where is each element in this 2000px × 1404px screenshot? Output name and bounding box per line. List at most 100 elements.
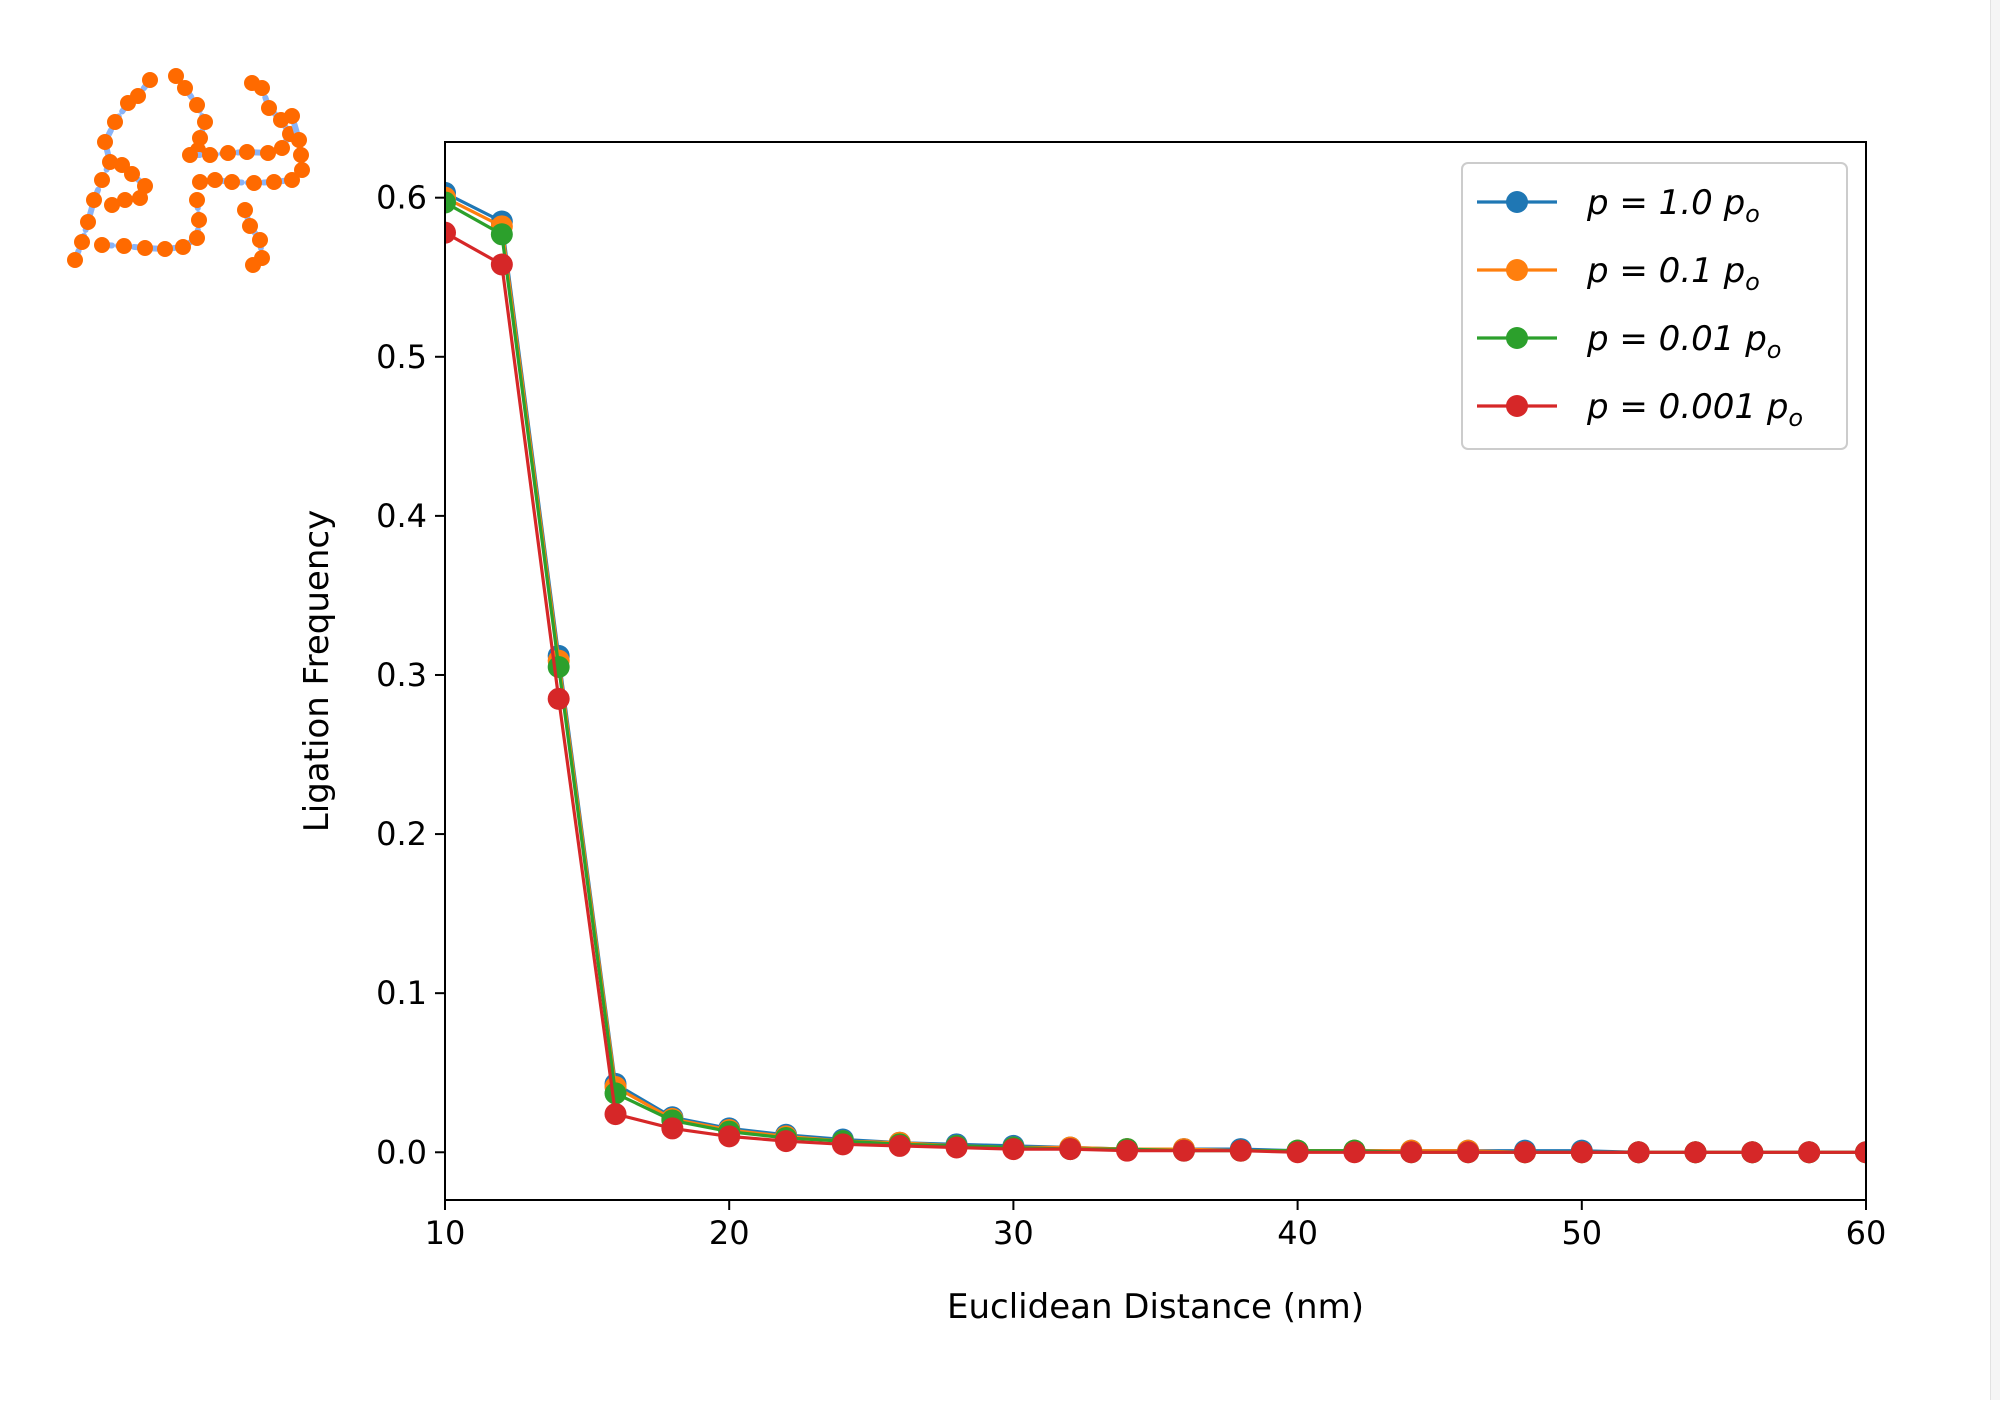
- axes-frame: [444, 141, 1867, 1201]
- data-point: [445, 221, 456, 244]
- logo-dot: [114, 157, 130, 173]
- logo-dot: [261, 100, 277, 116]
- logo-dot: [137, 178, 153, 194]
- logo-dot: [246, 175, 262, 191]
- logo-dot: [107, 114, 123, 130]
- logo-dot: [175, 239, 191, 255]
- y-tick-label: 0.2: [376, 815, 427, 853]
- legend-marker: [1506, 327, 1528, 349]
- data-point: [490, 253, 513, 276]
- logo-dot: [192, 174, 208, 190]
- dotted-polymer-logo: [67, 68, 310, 273]
- logo-dot: [237, 202, 253, 218]
- data-point: [661, 1117, 684, 1140]
- data-point: [604, 1103, 627, 1126]
- logo-dot: [67, 252, 83, 268]
- logo-dot: [177, 80, 193, 96]
- logo-dot: [157, 241, 173, 257]
- x-tick-label: 40: [1277, 1214, 1318, 1252]
- legend: p = 1.0 po p = 0.1 po p = 0.01 po p = 0.001…: [1461, 162, 1848, 450]
- data-point: [490, 223, 513, 246]
- data-point: [775, 1130, 798, 1153]
- logo-dot: [202, 147, 218, 163]
- data-point: [604, 1082, 627, 1105]
- data-point: [1059, 1138, 1082, 1161]
- data-point: [445, 191, 456, 214]
- logo-dot: [86, 192, 102, 208]
- x-tick-label: 10: [425, 1214, 466, 1252]
- logo-dot: [142, 72, 158, 88]
- logo-dot: [74, 234, 90, 250]
- legend-label: p = 0.01 po: [1586, 319, 1781, 364]
- logo-dot: [189, 97, 205, 113]
- data-point: [1400, 1141, 1423, 1164]
- logo-dot: [207, 172, 223, 188]
- logo-dot: [130, 88, 146, 104]
- logo-dot: [132, 190, 148, 206]
- x-tick-label: 30: [993, 1214, 1034, 1252]
- legend-label: p = 1.0 po: [1586, 183, 1760, 228]
- logo-dot: [137, 240, 153, 256]
- y-tick-label: 0.4: [376, 497, 427, 535]
- data-point: [1570, 1141, 1593, 1164]
- logo-dot: [252, 232, 268, 248]
- logo-dot: [191, 212, 207, 228]
- logo-dot: [189, 230, 205, 246]
- y-axis-label: Ligation Frequency: [297, 510, 337, 832]
- data-point: [888, 1134, 911, 1157]
- x-tick-label: 50: [1561, 1214, 1602, 1252]
- logo-dot: [197, 114, 213, 130]
- data-point: [1343, 1141, 1366, 1164]
- legend-marker: [1506, 259, 1528, 281]
- data-point: [1457, 1141, 1480, 1164]
- legend-marker: [1506, 395, 1528, 417]
- right-scroll-edge: [1990, 0, 2000, 1400]
- logo-dot: [291, 132, 307, 148]
- logo-dot: [80, 214, 96, 230]
- data-point: [1116, 1139, 1139, 1162]
- data-point: [1002, 1138, 1025, 1161]
- logo-dot: [260, 145, 276, 161]
- logo-dot: [284, 172, 300, 188]
- y-tick-label: 0.3: [376, 656, 427, 694]
- logo-dot: [189, 192, 205, 208]
- data-point: [547, 656, 570, 679]
- data-point: [831, 1133, 854, 1156]
- legend-label: p = 0.1 po: [1586, 251, 1760, 296]
- logo-dot: [244, 75, 260, 91]
- y-tick-label: 0.1: [376, 974, 427, 1012]
- logo-dot: [239, 144, 255, 160]
- logo-dot: [266, 174, 282, 190]
- legend-marker: [1506, 191, 1528, 213]
- logo-dot: [104, 197, 120, 213]
- data-point: [1684, 1141, 1707, 1164]
- data-point: [718, 1125, 741, 1148]
- legend-item: p = 1.0 po: [1477, 183, 1760, 228]
- y-tick-label: 0.6: [376, 179, 427, 217]
- data-point: [1627, 1141, 1650, 1164]
- logo-dot: [192, 130, 208, 146]
- data-point: [1855, 1141, 1866, 1164]
- data-point: [1513, 1141, 1536, 1164]
- legend-item: p = 0.01 po: [1477, 319, 1781, 364]
- legend-item: p = 0.1 po: [1477, 251, 1760, 296]
- logo-dot: [274, 140, 290, 156]
- logo-dot: [293, 147, 309, 163]
- series-group: [445, 181, 1866, 1164]
- logo-dot: [102, 154, 118, 170]
- logo-dot: [97, 134, 113, 150]
- y-tick-label: 0.0: [376, 1133, 427, 1171]
- x-tick-label: 60: [1846, 1214, 1887, 1252]
- logo-dot: [294, 162, 310, 178]
- data-point: [1286, 1141, 1309, 1164]
- legend-box: [1461, 162, 1848, 450]
- series-4: [445, 221, 1866, 1164]
- data-point: [1229, 1139, 1252, 1162]
- logo-dot: [94, 172, 110, 188]
- data-point: [547, 687, 570, 710]
- y-tick-label: 0.5: [376, 338, 427, 376]
- logo-dot: [245, 257, 261, 273]
- logo-dot: [242, 218, 258, 234]
- data-point: [1172, 1139, 1195, 1162]
- logo-dot: [220, 145, 236, 161]
